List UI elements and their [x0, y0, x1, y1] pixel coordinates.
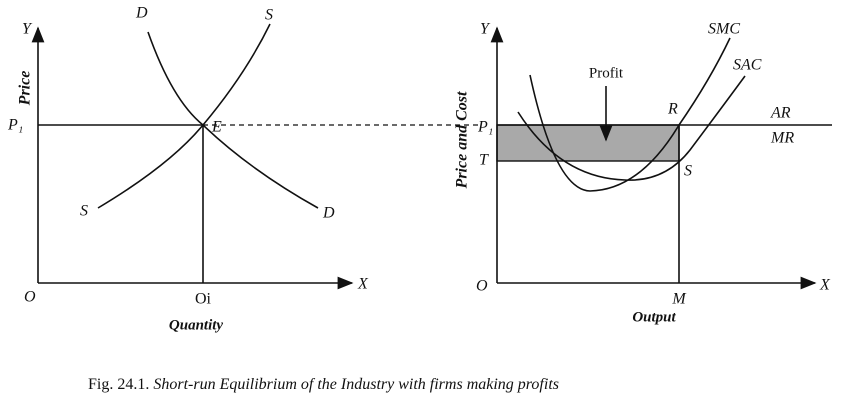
supply-curve — [97, 23, 271, 209]
left-panel: Y Price P₁ D S E S D O Oi X Quantity — [7, 5, 482, 333]
x-label: Quantity — [169, 317, 224, 333]
profit-area — [496, 124, 680, 162]
demand-curve — [147, 31, 319, 209]
origin-label: O — [24, 289, 36, 306]
output-point: M — [671, 291, 687, 308]
price-level: P₁ — [477, 119, 493, 136]
supply-label: S — [80, 203, 88, 220]
sac-curve — [517, 75, 746, 181]
caption-number: Fig. 24.1. — [88, 376, 149, 393]
profit-label: Profit — [589, 65, 624, 81]
sac-label: SAC — [733, 57, 762, 74]
x-axis-label: X — [819, 277, 831, 294]
demand-label: D — [135, 5, 148, 22]
right-panel: Y Price and Cost P₁ T Profit R SMC SAC A… — [454, 21, 832, 325]
supply-label: S — [265, 7, 273, 24]
price-level: P₁ — [7, 117, 23, 134]
smc-label: SMC — [708, 21, 740, 38]
origin-label: O — [476, 278, 488, 295]
y-axis-label: Y — [22, 21, 33, 38]
smc-curve — [529, 37, 731, 192]
mr-label: MR — [770, 130, 794, 147]
y-label: Price — [17, 71, 34, 107]
equilibrium-label: E — [211, 119, 222, 136]
caption-text: Short-run Equilibrium of the Industry wi… — [153, 376, 559, 393]
cost-level: T — [479, 152, 489, 169]
y-label: Price and Cost — [454, 91, 471, 189]
ar-label: AR — [770, 105, 791, 122]
point-s: S — [684, 163, 692, 180]
y-axis-label: Y — [480, 21, 491, 38]
demand-label: D — [322, 205, 335, 222]
x-label: Output — [632, 309, 676, 325]
x-axis-label: X — [357, 276, 369, 293]
caption: Fig. 24.1. Short-run Equilibrium of the … — [88, 376, 559, 393]
quantity-point: Oi — [195, 291, 212, 308]
point-r: R — [667, 101, 678, 118]
